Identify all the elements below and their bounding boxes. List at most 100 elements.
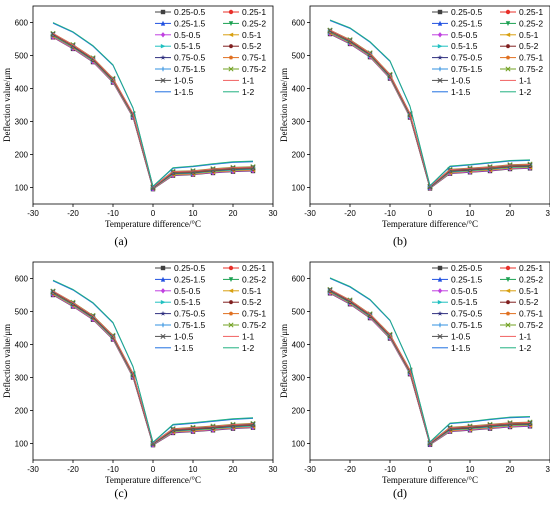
legend: 0.25-0.5 0.25-1 0.25-1.5 0.25-2 0.5-0.5 0.5-1… <box>155 7 266 97</box>
legend-swatch-marker <box>505 300 511 305</box>
x-tick-label: 0 <box>151 209 156 218</box>
legend-label: 1-1 <box>519 75 532 85</box>
x-tick-label: -30 <box>27 465 39 474</box>
legend-label: 0.25-1 <box>242 7 266 17</box>
series-line-1-1 <box>329 288 531 444</box>
x-tick-label: 10 <box>466 209 475 218</box>
data-point-1-0.5 <box>210 167 216 173</box>
x-tick-label: 10 <box>189 209 198 218</box>
y-tick-label: 100 <box>292 440 306 449</box>
legend-label: 0.5-0.5 <box>174 30 201 40</box>
legend-label: 0.25-1.5 <box>174 274 205 284</box>
y-tick-label: 600 <box>292 19 306 28</box>
legend-label: 1-2 <box>242 343 255 353</box>
legend-swatch-marker <box>437 44 443 49</box>
legend-label: 0.5-1.5 <box>174 297 201 307</box>
legend-swatch-marker <box>437 265 443 271</box>
legend-label: 0.75-0.5 <box>174 53 205 63</box>
legend-label: 0.25-1 <box>242 263 266 273</box>
legend-swatch-marker <box>228 21 234 26</box>
legend-swatch-marker <box>437 32 443 38</box>
legend-swatch-marker <box>505 288 511 293</box>
series-line-0.25-0.5 <box>329 292 531 446</box>
data-point-1-0.5 <box>50 289 56 295</box>
legend-swatch-marker <box>160 265 166 271</box>
legend-swatch-marker <box>437 300 443 305</box>
x-axis-title: Temperature difference/°C <box>382 219 478 229</box>
x-tick-label: 0 <box>428 465 433 474</box>
legend-swatch-marker <box>228 44 234 49</box>
legend-swatch-marker <box>160 20 166 26</box>
legend-label: 1-1.5 <box>174 87 194 97</box>
x-tick-label: -30 <box>27 209 39 218</box>
legend-label: 0.25-2 <box>242 274 266 284</box>
legend-label: 1-0.5 <box>451 75 471 85</box>
series-line-0.5-0.5 <box>52 36 254 190</box>
legend-swatch-marker <box>228 66 234 72</box>
series-line-0.5-0.5 <box>329 292 531 446</box>
series-line-0.75-2 <box>329 288 531 444</box>
y-tick-label: 500 <box>15 308 29 317</box>
series-line-0.5-1 <box>52 293 254 446</box>
legend-swatch-marker <box>437 20 443 26</box>
series-line-0.25-0.5 <box>52 36 254 190</box>
series-line-0.5-2 <box>329 31 531 188</box>
legend-label: 0.5-2 <box>519 297 539 307</box>
legend-label: 0.5-1.5 <box>451 297 478 307</box>
legend-label: 0.75-1.5 <box>174 320 205 330</box>
series-line-0.5-1.5 <box>52 292 254 445</box>
series-line-0.25-2 <box>52 292 254 445</box>
legend-label: 1-1.5 <box>451 343 471 353</box>
x-tick-label: 20 <box>229 465 238 474</box>
legend-swatch-marker <box>228 9 234 15</box>
legend-label: 0.25-2 <box>519 18 543 28</box>
legend-swatch-marker <box>228 32 234 37</box>
legend-label: 0.25-1.5 <box>174 18 205 28</box>
series-line-0.75-2 <box>329 29 531 187</box>
legend-label: 0.25-0.5 <box>174 7 205 17</box>
legend-swatch-marker <box>160 44 166 49</box>
y-tick-label: 100 <box>292 184 306 193</box>
series-line-0.25-1 <box>329 292 531 446</box>
legend-swatch-marker <box>437 77 443 83</box>
legend-swatch-marker <box>160 66 166 72</box>
x-axis-title: Temperature difference/°C <box>382 475 478 485</box>
legend-label: 0.75-2 <box>519 320 543 330</box>
series-line-0.75-0.5 <box>329 31 531 188</box>
data-point-1-0.5 <box>250 421 256 427</box>
legend-label: 0.75-0.5 <box>451 309 482 319</box>
x-tick-label: 30 <box>269 209 278 218</box>
x-tick-label: -20 <box>344 209 356 218</box>
x-tick-label: 20 <box>229 209 238 218</box>
series-line-1-2 <box>329 277 531 443</box>
legend-label: 0.75-2 <box>519 64 543 74</box>
y-axis-title: Deflection value/μm <box>279 68 289 142</box>
legend-swatch-marker <box>160 333 166 339</box>
series-line-1-1 <box>52 290 254 444</box>
data-point-1-0.5 <box>327 287 333 293</box>
legend-label: 0.5-2 <box>242 41 262 51</box>
legend-swatch-marker <box>228 265 234 271</box>
legend-label: 1-1 <box>242 331 255 341</box>
y-tick-label: 300 <box>292 374 306 383</box>
series-line-1-0.5 <box>329 30 531 188</box>
legend-swatch-marker <box>160 322 166 328</box>
legend-swatch-marker <box>437 288 443 294</box>
series-line-0.25-1.5 <box>329 32 531 189</box>
series-line-1-1.5 <box>329 278 531 444</box>
legend-label: 0.5-1.5 <box>174 41 201 51</box>
legend-label: 0.25-2 <box>242 18 266 28</box>
series-line-0.25-2 <box>52 35 254 189</box>
legend-label: 1-0.5 <box>174 75 194 85</box>
series-line-1-2 <box>52 22 254 188</box>
data-point-1-0.5 <box>210 424 216 430</box>
y-tick-label: 400 <box>15 341 29 350</box>
chart-panel-2: -30 -20 -10 0 10 20 30 100 200 300 400 500 600 Temper… <box>279 5 550 248</box>
legend-label: 1-0.5 <box>451 331 471 341</box>
data-point-1-0.5 <box>327 28 333 34</box>
series-line-0.75-1 <box>329 31 531 188</box>
chart-panel-1: -30 -20 -10 0 10 20 30 100 200 300 400 500 600 Temper… <box>2 5 278 248</box>
plot-frame <box>309 5 550 205</box>
data-point-1-0.5 <box>487 165 493 171</box>
series-line-0.25-2 <box>329 290 531 445</box>
